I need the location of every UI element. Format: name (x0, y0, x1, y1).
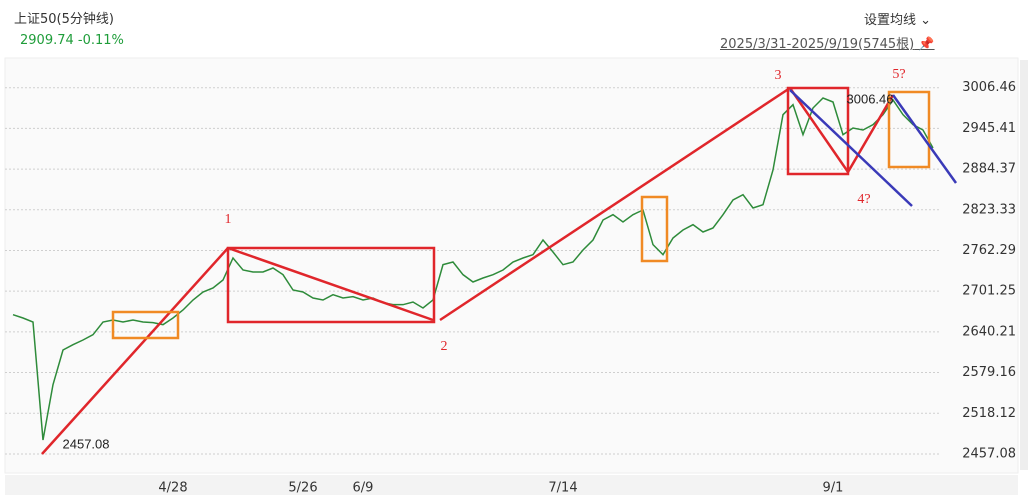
box (226, 246, 436, 324)
y-tick-label: 3006.46 (962, 80, 1016, 95)
annotation: 2457.08 (63, 436, 110, 451)
range[interactable]: 2025/3/31-2025/9/19(5745根) 📌 (720, 37, 935, 52)
range-text: 2025/3/31-2025/9/19(5745根) (720, 37, 915, 52)
x-tick-label: 7/14 (548, 481, 577, 496)
box (887, 90, 931, 169)
x-tick-label: 5/26 (288, 481, 317, 496)
x-tick-label: 4/28 (158, 481, 187, 496)
box (640, 195, 669, 263)
v-scrollbar[interactable] (1020, 60, 1028, 470)
y-tick-label: 2823.33 (962, 202, 1016, 217)
title: 上证50(5分钟线) (14, 12, 114, 27)
ma-button-text: 设置均线 (864, 13, 917, 28)
y-tick-label: 2884.37 (962, 162, 1016, 177)
box (786, 86, 850, 176)
annotations-drawn (41, 86, 958, 455)
x-tick-label: 9/1 (823, 481, 844, 496)
y-tick-label: 2945.41 (962, 121, 1016, 136)
annotation: 3 (775, 68, 782, 83)
y-tick-label: 2579.16 (962, 365, 1016, 380)
y-tick-label: 2518.12 (962, 406, 1016, 421)
plot-bg (4, 57, 1019, 474)
annotation: 4? (857, 192, 870, 207)
annotation: 3006.46 (847, 91, 894, 106)
price-line (12, 97, 934, 441)
annotation: 2 (441, 339, 448, 354)
y-tick-label: 2701.25 (962, 284, 1016, 299)
x-tick-label: 6/9 (353, 481, 374, 496)
y-tick-label: 2457.08 (962, 446, 1016, 461)
annotation: 1 (225, 212, 232, 227)
box (111, 310, 180, 340)
wave-line (227, 246, 434, 322)
scrollbar[interactable] (5, 475, 1018, 495)
y-tick-label: 2762.29 (962, 243, 1016, 258)
ma-button[interactable]: 设置均线 ⌄ (864, 13, 932, 28)
wave-line (439, 86, 791, 322)
y-tick-label: 2640.21 (962, 324, 1016, 339)
wave-line (41, 247, 229, 455)
annotation: 5? (892, 67, 905, 82)
trend-line (789, 89, 913, 207)
trend-line (891, 94, 958, 184)
quote: 2909.74 -0.11% (20, 33, 124, 48)
